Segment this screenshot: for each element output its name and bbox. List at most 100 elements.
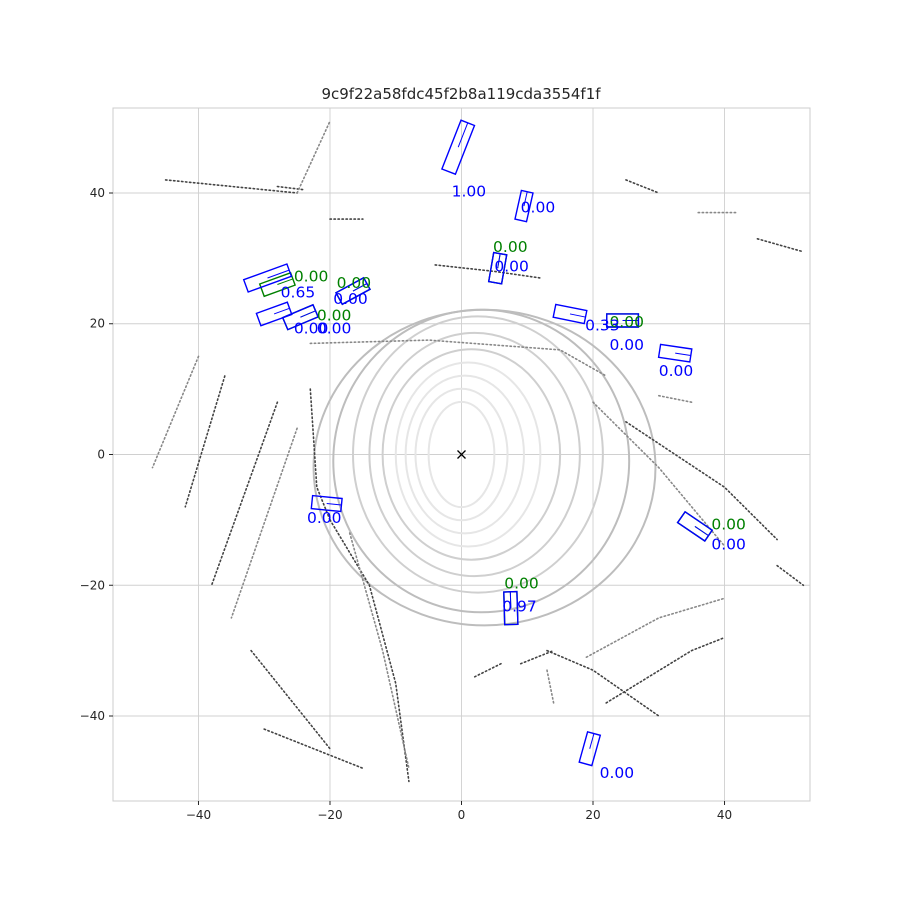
ego-x-mark (457, 450, 466, 459)
lidar-ring (414, 387, 509, 522)
ground-truth-box-heading (277, 278, 293, 285)
predicted-box-heading (267, 269, 290, 279)
lidar-segment (473, 662, 502, 678)
predicted-box (503, 590, 519, 626)
lidar-ring (404, 374, 525, 535)
lidar-segment (605, 636, 726, 704)
x-tick-label: −40 (186, 808, 211, 822)
predicted-box (440, 119, 476, 176)
lidar-segment (348, 532, 410, 770)
lidar-segment (756, 238, 805, 253)
x-tick-label: 20 (585, 808, 600, 822)
lidar-segment (329, 519, 410, 783)
pred-score-label: 0.00 (494, 257, 529, 275)
lidar-segment (230, 427, 298, 619)
lidar-segment (658, 394, 693, 403)
y-tick-label: 20 (90, 317, 105, 331)
pred-score-label: 0.00 (659, 362, 694, 380)
bounding-boxes (242, 119, 714, 767)
pred-score-label: 0.65 (281, 284, 316, 302)
lidar-segment (519, 649, 555, 665)
x-tick-label: 40 (717, 808, 732, 822)
lidar-segment (309, 339, 607, 377)
pred-score-label: 0.00 (711, 535, 746, 553)
lidar-segment (625, 421, 778, 541)
pred-score-label: 0.00 (307, 509, 342, 527)
lidar-segment (776, 564, 805, 587)
predicted-box-heading (675, 352, 691, 357)
ground-truth-box (258, 271, 296, 298)
lidar-ring (427, 400, 496, 509)
lidar-segment (546, 649, 660, 717)
predicted-box-heading (273, 307, 290, 315)
gt-score-label: 0.00 (294, 267, 329, 285)
predicted-box (310, 494, 343, 513)
lidar-ring (368, 331, 581, 578)
predicted-box (242, 263, 293, 293)
x-tick-label: −20 (317, 808, 342, 822)
pred-score-label: 0.97 (502, 597, 537, 615)
pred-score-label: 0.00 (333, 290, 368, 308)
predicted-box-heading (589, 733, 595, 749)
axis-ticks: −40 −20 0 20 40 −40 −20 0 20 40 (80, 186, 732, 822)
gt-score-label: 0.00 (711, 516, 746, 534)
predicted-box-heading (300, 310, 316, 318)
lidar-segment (151, 355, 200, 469)
lidar-segment (309, 388, 331, 521)
lidar-segment (585, 597, 726, 658)
lidar-segment (296, 120, 331, 194)
gt-score-label: 0.00 (609, 313, 644, 331)
predicted-box (578, 730, 602, 767)
lidar-segment (546, 669, 555, 704)
predicted-box (335, 276, 371, 306)
predicted-box (606, 313, 640, 328)
y-tick-label: 0 (97, 448, 105, 462)
predicted-box (487, 251, 508, 285)
predicted-box-heading (523, 191, 528, 207)
lidar-segment (164, 179, 298, 194)
lidar-ring (394, 361, 542, 548)
predicted-box (255, 301, 293, 327)
ego-marker (457, 450, 466, 459)
pred-score-label: 0.33 (585, 316, 620, 334)
predicted-box (657, 343, 693, 363)
lidar-ring (312, 308, 657, 627)
lidar-segment (210, 401, 279, 587)
point-cloud (151, 120, 805, 783)
predicted-box-heading (352, 283, 368, 292)
predicted-box (514, 189, 534, 223)
lidar-segment (434, 264, 542, 279)
lidar-ring (381, 348, 562, 561)
pred-score-label: 1.00 (452, 182, 487, 200)
gt-score-label: 0.00 (317, 306, 352, 324)
y-tick-label: −40 (80, 709, 105, 723)
lidar-segment (184, 375, 226, 508)
predicted-box-heading (457, 122, 469, 148)
predicted-box-heading (497, 253, 501, 269)
chart-title: 9c9f22a58fdc45f2b8a119cda3554f1f (321, 85, 601, 103)
lidar-segment (263, 728, 364, 770)
gt-score-label: 0.00 (493, 238, 528, 256)
predicted-box-heading (569, 313, 586, 318)
lidar-segment (592, 401, 726, 547)
y-tick-label: 40 (90, 186, 105, 200)
lidar-segment (250, 649, 331, 750)
pred-score-label: 0.00 (600, 764, 635, 782)
score-labels: 1.000.000.000.000.000.650.000.000.000.00… (281, 182, 746, 782)
pred-score-label: 0.00 (609, 336, 644, 354)
gt-score-label: 0.00 (337, 274, 372, 292)
lidar-ring (352, 315, 604, 594)
predicted-box-heading (694, 526, 709, 537)
gt-score-label: 0.00 (504, 575, 539, 593)
y-tick-label: −20 (80, 578, 105, 592)
pred-score-label: 0.00 (317, 320, 352, 338)
x-tick-label: 0 (458, 808, 466, 822)
predicted-box-heading (326, 503, 342, 506)
lidar-segment (625, 179, 660, 194)
pred-score-label: 0.00 (294, 320, 329, 338)
predicted-box (281, 303, 320, 331)
predicted-box (552, 303, 588, 325)
predicted-box (676, 510, 714, 542)
pred-score-label: 0.00 (521, 199, 556, 217)
